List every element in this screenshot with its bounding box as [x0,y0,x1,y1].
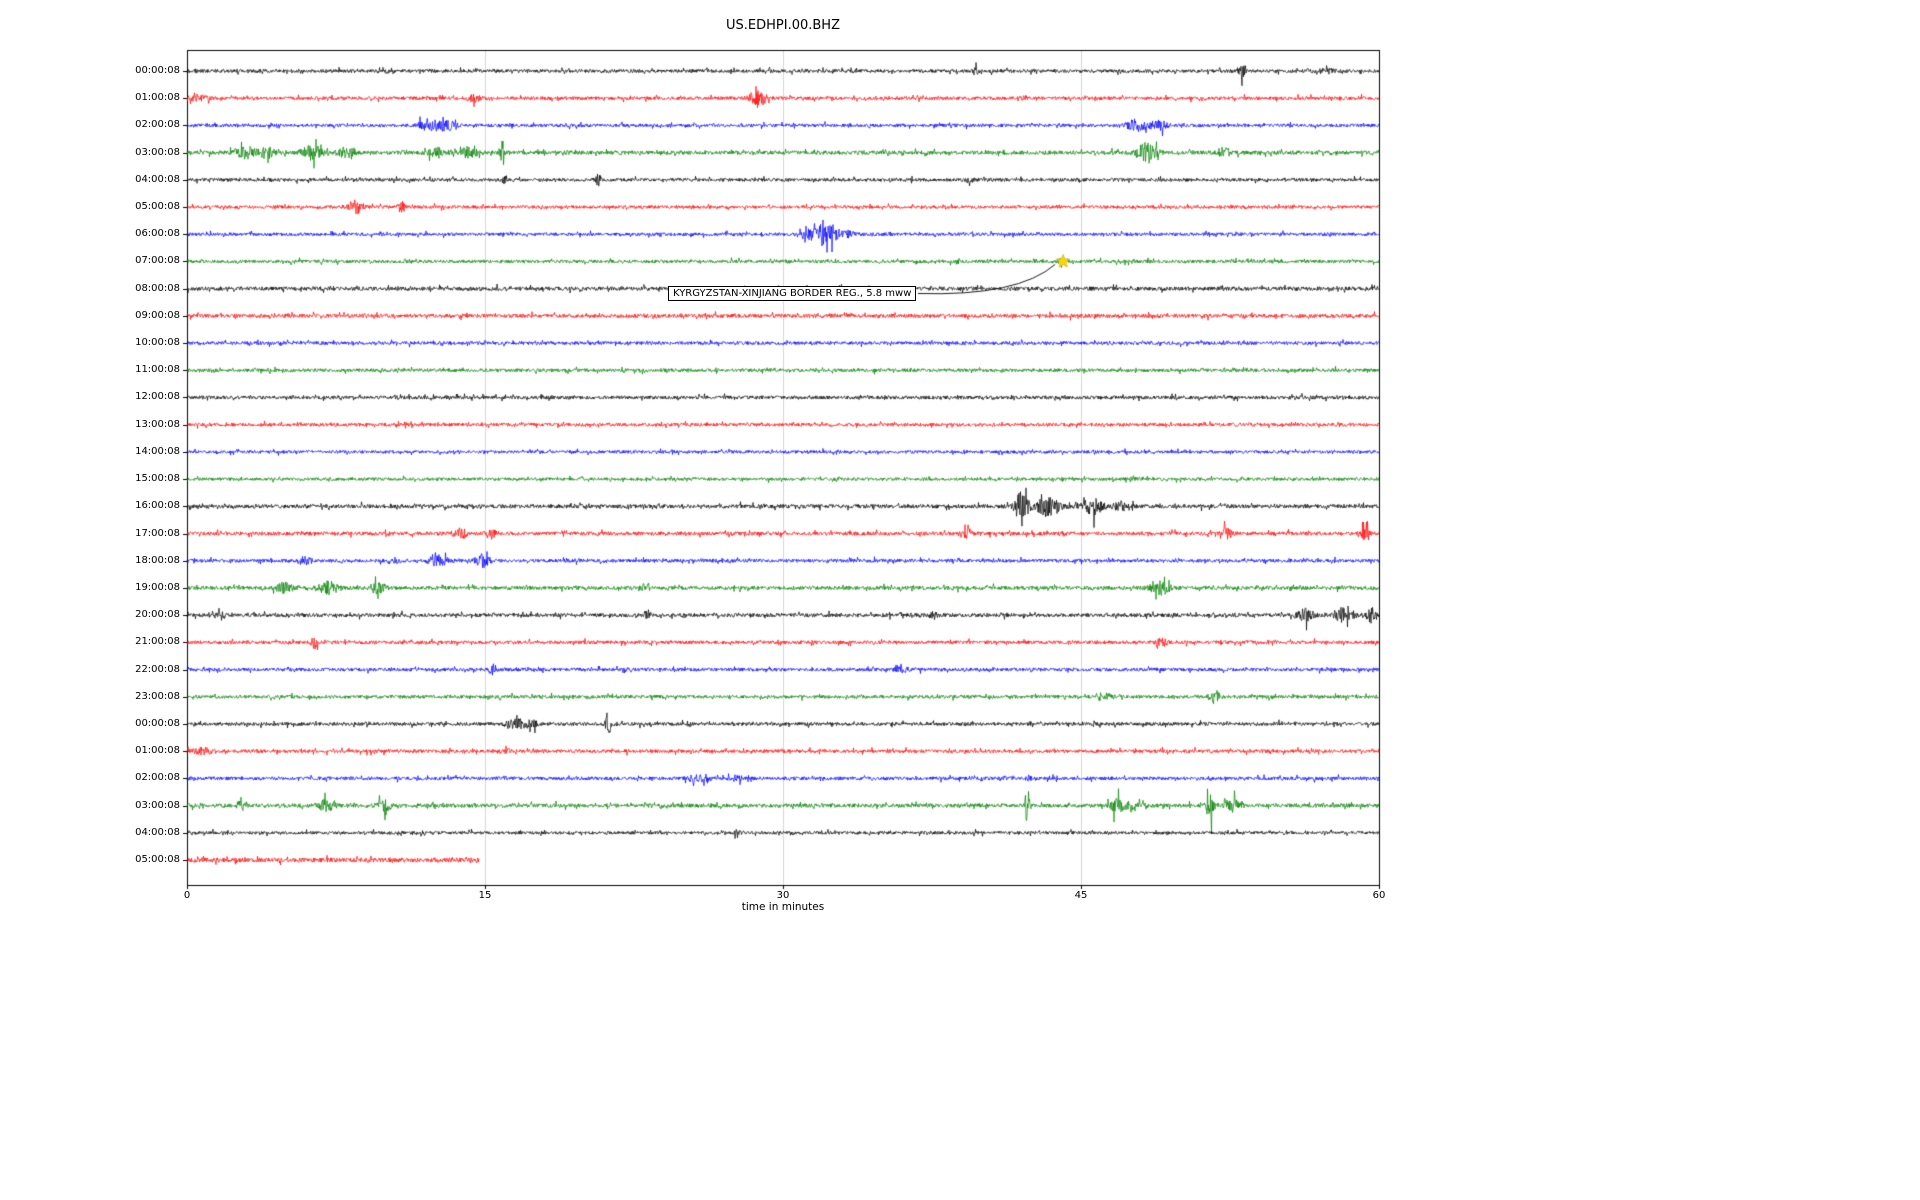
row-label-22: 22:00:08 [135,663,180,675]
row-label-16: 16:00:08 [135,500,180,512]
x-tick-label-0: 0 [183,890,191,901]
x-tick-label-3: 45 [1074,890,1088,901]
row-label-27: 03:00:08 [135,799,180,811]
row-label-6: 06:00:08 [135,228,180,240]
row-label-7: 07:00:08 [135,255,180,267]
row-label-14: 14:00:08 [135,445,180,457]
row-label-2: 02:00:08 [135,119,180,131]
row-label-28: 04:00:08 [135,826,180,838]
row-label-17: 17:00:08 [135,527,180,539]
row-label-21: 21:00:08 [135,636,180,648]
row-label-24: 00:00:08 [135,717,180,729]
plot-title: US.EDHPI.00.BHZ [726,18,840,33]
row-label-11: 11:00:08 [135,364,180,376]
row-label-9: 09:00:08 [135,309,180,321]
x-tick-label-1: 15 [478,890,492,901]
row-label-20: 20:00:08 [135,609,180,621]
event-annotation-label: KYRGYZSTAN-XINJIANG BORDER REG., 5.8 mww [668,286,917,301]
row-label-19: 19:00:08 [135,581,180,593]
x-tick-label-4: 60 [1372,890,1386,901]
row-label-18: 18:00:08 [135,554,180,566]
x-tick-label-2: 30 [776,890,790,901]
x-axis-label: time in minutes [741,901,825,913]
row-label-13: 13:00:08 [135,418,180,430]
row-label-0: 00:00:08 [135,65,180,76]
row-label-29: 05:00:08 [135,854,180,865]
row-label-10: 10:00:08 [135,337,180,349]
row-label-5: 05:00:08 [135,201,180,213]
row-label-15: 15:00:08 [135,473,180,485]
row-label-12: 12:00:08 [135,391,180,403]
row-label-23: 23:00:08 [135,690,180,702]
row-label-4: 04:00:08 [135,173,180,185]
row-label-25: 01:00:08 [135,745,180,757]
row-label-8: 08:00:08 [135,282,180,294]
row-label-26: 02:00:08 [135,772,180,784]
row-label-3: 03:00:08 [135,146,180,158]
row-label-1: 01:00:08 [135,92,180,104]
